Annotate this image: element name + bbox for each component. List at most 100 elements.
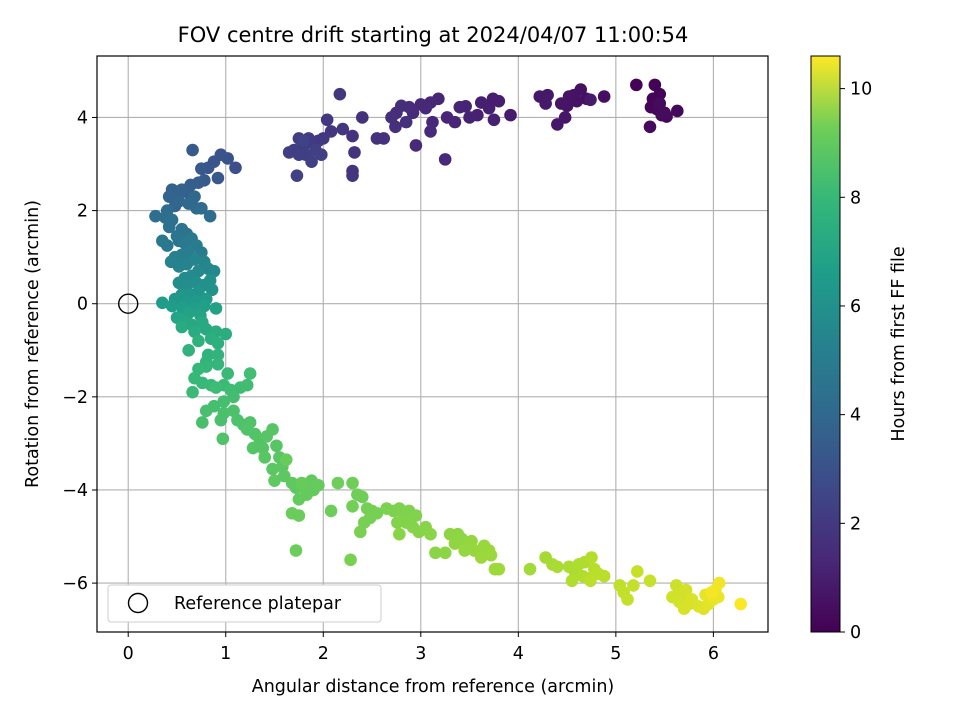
scatter-point — [182, 343, 195, 357]
scatter-point — [355, 111, 369, 124]
scatter-point — [266, 462, 279, 476]
scatter-point — [160, 239, 174, 252]
scatter-point — [409, 139, 423, 152]
scatter-point — [630, 78, 643, 92]
scatter-point — [188, 253, 201, 266]
y-tick-label: −6 — [62, 574, 88, 594]
scatter-point — [355, 490, 369, 504]
scatter-point — [315, 148, 328, 162]
scatter-point — [216, 432, 230, 446]
scatter-point — [290, 169, 304, 182]
scatter-point — [297, 134, 311, 148]
scatter-point — [354, 525, 367, 539]
scatter-point — [346, 499, 359, 513]
scatter-point — [648, 78, 662, 92]
colorbar-gradient — [810, 55, 841, 633]
scatter-point — [539, 97, 552, 110]
scatter-point — [205, 283, 219, 297]
colorbar-tick-label: 2 — [850, 514, 861, 534]
y-tick-label: 4 — [77, 108, 88, 128]
x-tick-label: 0 — [123, 644, 134, 664]
scatter-point — [658, 106, 671, 120]
legend-entry-reference: Reference platepar — [174, 594, 342, 614]
scatter-point — [474, 96, 488, 109]
scatter-point — [734, 597, 747, 611]
scatter-point — [554, 97, 568, 110]
scatter-point — [424, 125, 437, 138]
scatter-point — [463, 111, 476, 124]
scatter-point — [333, 87, 347, 101]
scatter-point — [305, 155, 318, 169]
scatter-point — [346, 129, 359, 143]
chart-title: FOV centre drift starting at 2024/04/07 … — [178, 23, 689, 47]
x-tick-label: 2 — [318, 644, 329, 664]
y-tick-label: 0 — [77, 295, 88, 315]
scatter-point — [240, 378, 254, 392]
scatter-point — [320, 113, 334, 127]
scatter-point — [344, 553, 357, 567]
plot-frame — [96, 55, 769, 633]
data-points — [149, 78, 747, 616]
scatter-point — [585, 551, 598, 564]
scatter-point — [414, 98, 428, 111]
scatter-point — [551, 118, 564, 131]
scatter-point — [331, 476, 345, 490]
scatter-point — [165, 299, 179, 313]
scatter-point — [389, 120, 402, 134]
scatter-point — [438, 546, 452, 560]
scatter-point — [440, 111, 454, 124]
scatter-point — [336, 122, 350, 136]
scatter-point — [195, 162, 208, 175]
scatter-point — [186, 385, 199, 399]
legend: Reference platepar — [107, 584, 382, 623]
x-axis-label: Angular distance from reference (arcmin) — [252, 677, 615, 697]
x-tick-label: 6 — [708, 644, 719, 664]
scatter-point — [229, 161, 242, 175]
scatter-point — [504, 108, 517, 122]
y-axis-ticks: −6 −4 −2 0 2 4 — [62, 108, 97, 594]
scatter-point — [270, 439, 283, 453]
scatter-point — [492, 562, 506, 576]
scatter-point — [219, 327, 233, 341]
scatter-point — [448, 537, 462, 550]
scatter-point — [268, 474, 281, 487]
legend-marker-icon — [127, 592, 149, 614]
scatter-point — [279, 453, 293, 467]
scatter-point — [712, 576, 726, 590]
y-tick-label: −2 — [62, 388, 88, 408]
scatter-point — [399, 115, 413, 129]
scatter-point — [282, 146, 296, 159]
scatter-point — [199, 404, 213, 418]
legend-box — [107, 584, 382, 623]
scatter-point — [643, 120, 657, 134]
scatter-point — [196, 416, 209, 429]
scatter-point — [621, 593, 634, 606]
scatter-point — [487, 113, 501, 127]
colorbar-ticks: 0 2 4 6 8 10 — [840, 80, 872, 643]
colorbar: 0 2 4 6 8 10 Hours from first FF file — [810, 55, 909, 643]
x-tick-label: 5 — [610, 644, 621, 664]
scatter-point — [584, 574, 597, 588]
scatter-point — [409, 509, 423, 522]
scatter-point — [186, 143, 199, 157]
scatter-point — [679, 583, 693, 597]
scatter-point — [266, 423, 279, 436]
colorbar-label: Hours from first FF file — [889, 246, 909, 441]
y-tick-label: −4 — [62, 481, 88, 501]
scatter-point — [172, 194, 186, 208]
y-axis-label: Rotation from reference (arcmin) — [23, 200, 43, 488]
scatter-point — [209, 302, 223, 315]
scatter-point — [424, 527, 437, 541]
scatter-point — [348, 146, 361, 159]
scatter-point — [705, 586, 718, 599]
x-axis-ticks: 0 1 2 3 4 5 6 — [123, 632, 719, 664]
scatter-point — [370, 132, 384, 145]
colorbar-tick-label: 4 — [850, 406, 861, 426]
scatter-point — [453, 100, 467, 114]
scatter-point — [346, 476, 359, 490]
scatter-point — [162, 190, 176, 203]
scatter-point — [227, 390, 240, 404]
colorbar-tick-label: 0 — [850, 623, 861, 643]
scatter-point — [211, 348, 225, 362]
